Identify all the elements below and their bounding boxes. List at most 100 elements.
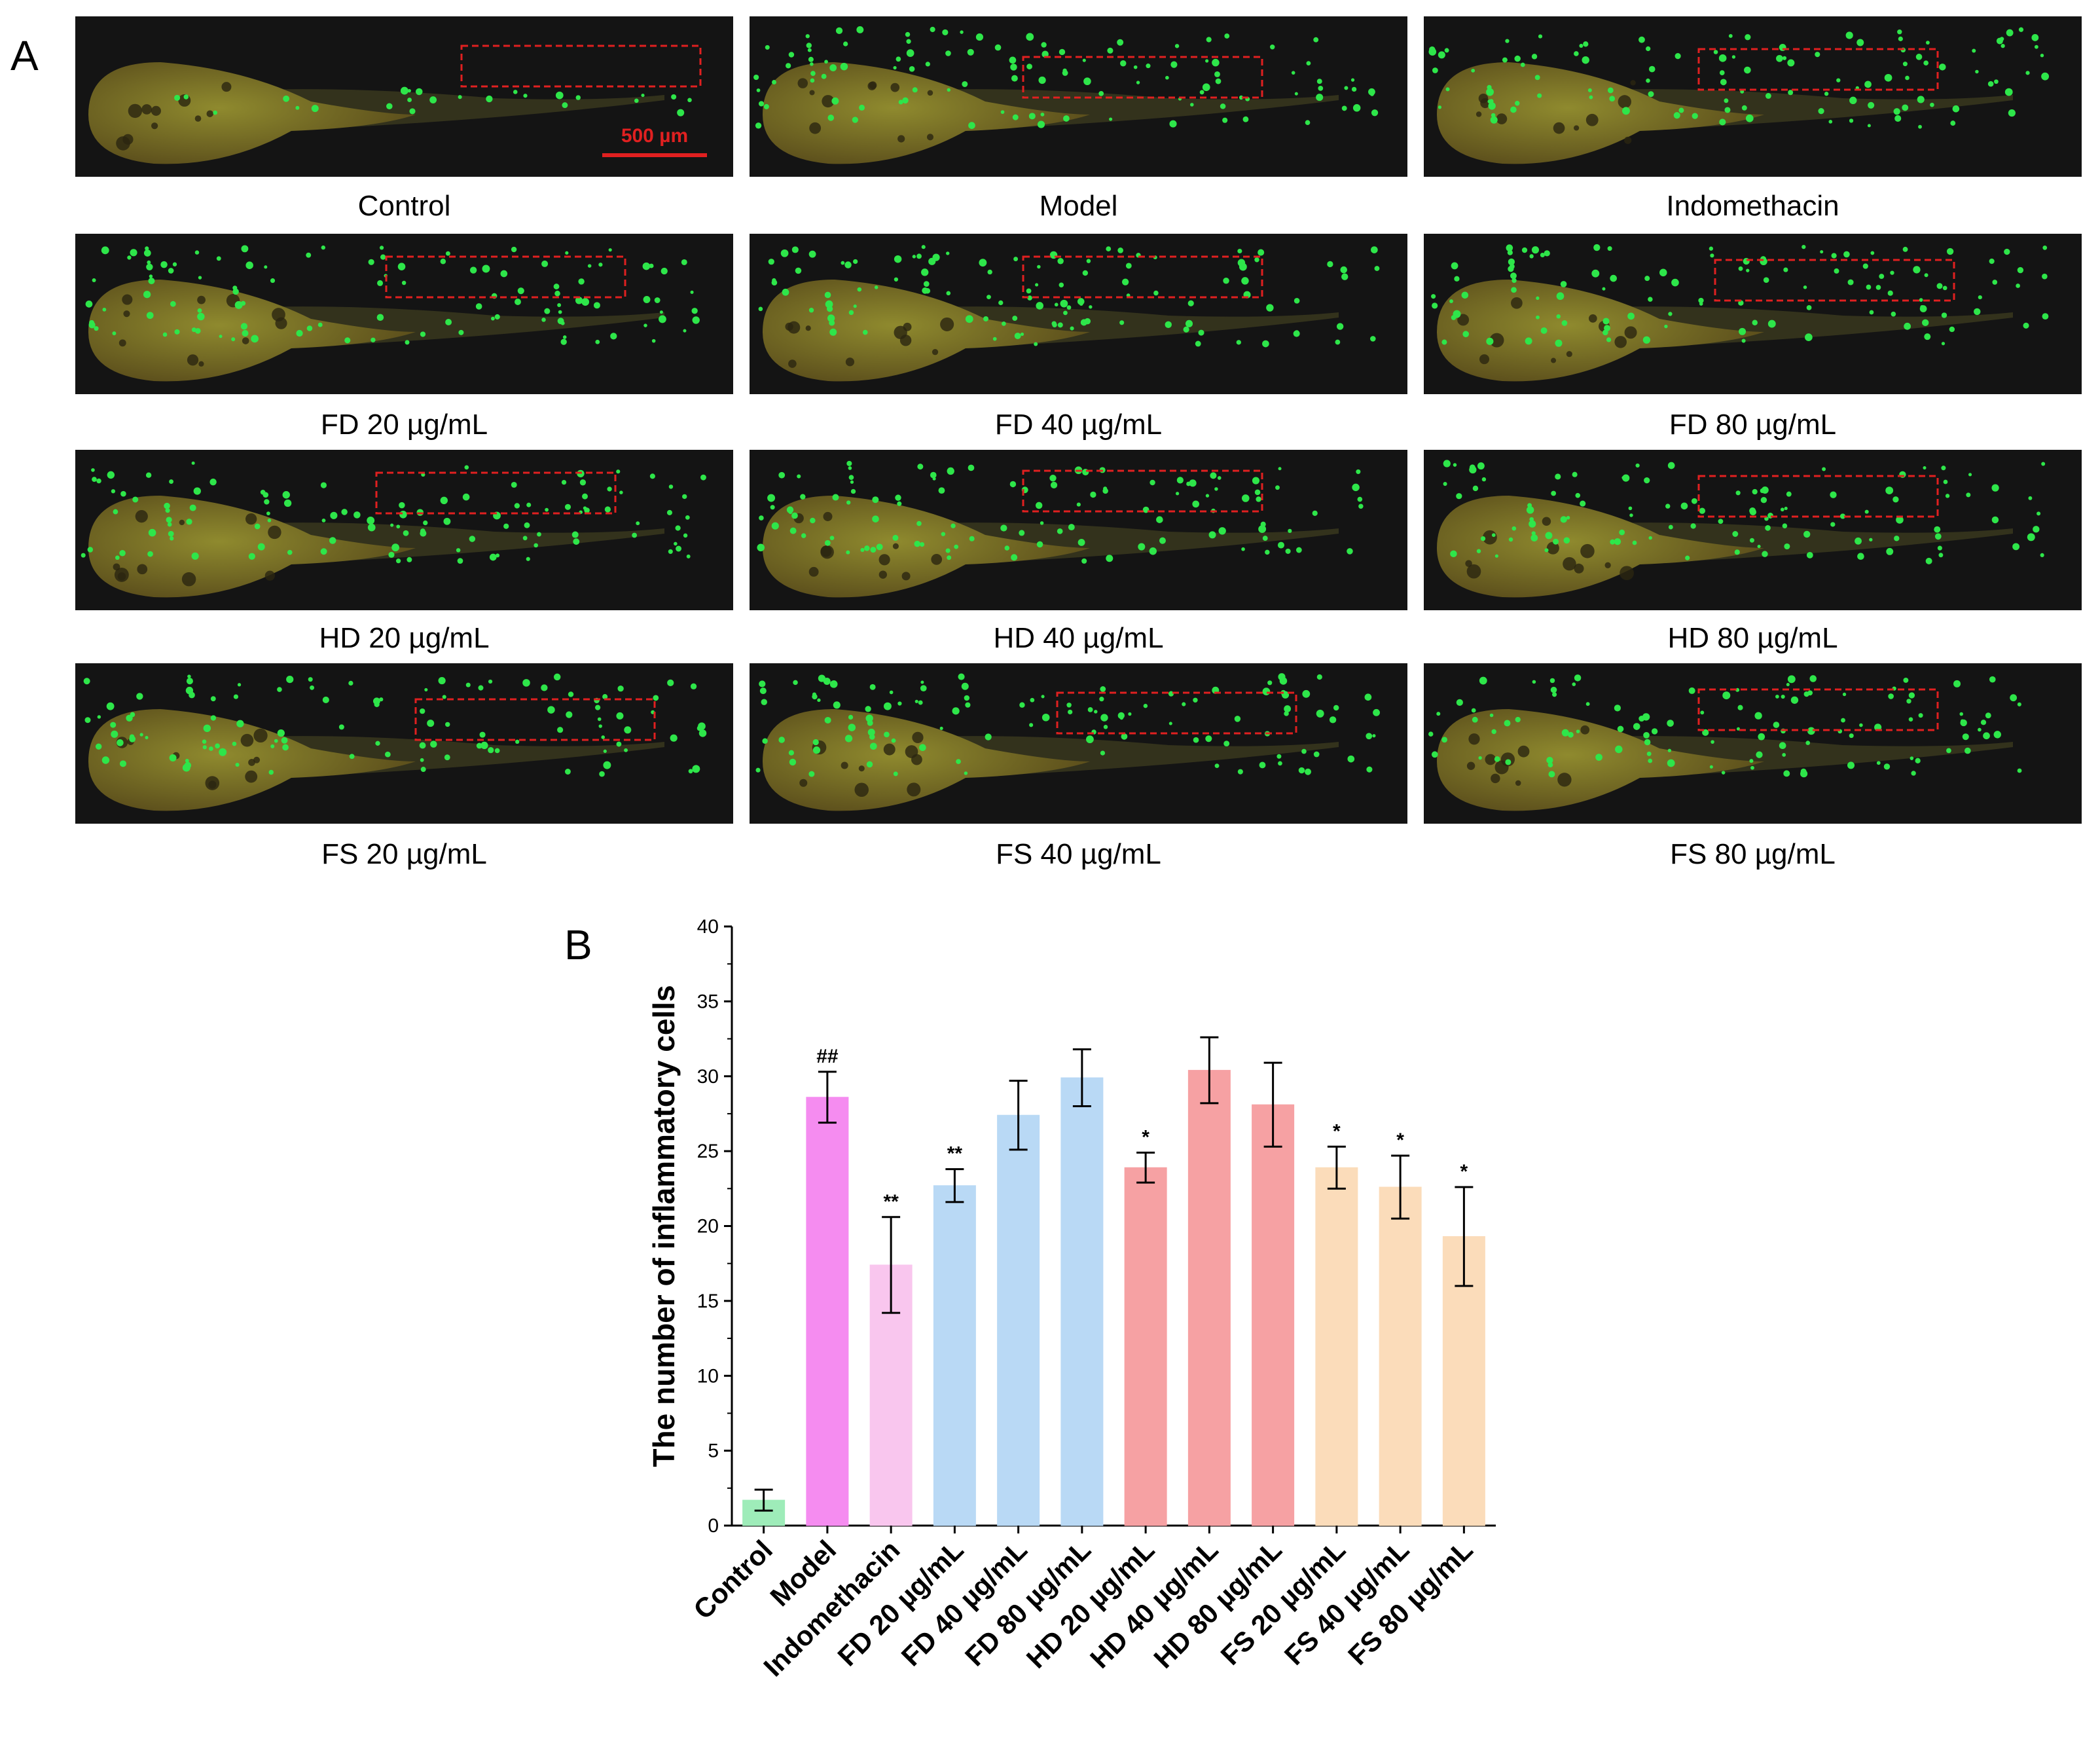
fluorescent-cell — [380, 254, 386, 260]
fluorescent-cell — [987, 295, 991, 300]
yolk-sac — [88, 280, 416, 382]
fluorescent-cell — [554, 290, 560, 297]
fluorescent-cell — [914, 540, 920, 547]
fluorescent-cell — [1920, 304, 1925, 309]
fluorescent-cell — [1765, 525, 1771, 531]
fluorescent-cell — [674, 541, 678, 546]
fluorescent-cell — [232, 741, 237, 746]
yolk-sac — [763, 280, 1090, 382]
fluorescent-cell — [209, 746, 213, 751]
pigment-spot — [1466, 761, 1475, 770]
fluorescent-cell — [1568, 731, 1574, 738]
fluorescent-cell — [1260, 521, 1266, 527]
fluorescent-cell — [2023, 322, 2029, 329]
fluorescent-cell — [106, 702, 115, 710]
fluorescent-cell — [1267, 680, 1273, 686]
pigment-spot — [822, 95, 835, 108]
fluorescent-cell — [930, 26, 935, 33]
fluorescent-cell — [1897, 29, 1902, 35]
fluorescent-cell — [1070, 326, 1074, 331]
fluorescent-cell — [479, 731, 486, 738]
fluorescent-cell — [132, 496, 139, 503]
zebrafish-image — [753, 26, 1379, 164]
fluorescent-cell — [1174, 44, 1180, 48]
fluorescent-cell — [1818, 108, 1824, 115]
fluorescent-cell — [1606, 337, 1612, 342]
fluorescent-cell — [2018, 27, 2024, 32]
fluorescent-cell — [1690, 523, 1696, 529]
fluorescent-cell — [367, 523, 376, 532]
micrograph-caption: Model — [1039, 190, 1118, 222]
fluorescent-cell — [1836, 78, 1841, 82]
fluorescent-cell — [1431, 294, 1436, 299]
fluorescent-cell — [283, 95, 290, 102]
fluorescent-cell — [445, 722, 450, 727]
fluorescent-cell — [1749, 507, 1756, 514]
fluorescent-cell — [1165, 75, 1169, 80]
fluorescent-cell — [1062, 70, 1068, 76]
fluorescent-cell — [1887, 290, 1893, 296]
fluorescent-cell — [1511, 287, 1517, 293]
fluorescent-cell — [676, 545, 682, 552]
fluorescent-cell — [786, 63, 791, 69]
fluorescent-cell — [1843, 251, 1850, 258]
fluorescent-cell — [1946, 748, 1951, 754]
fluorescent-cell — [767, 494, 776, 502]
fluorescent-cell — [1709, 246, 1714, 251]
fluorescent-cell — [119, 760, 127, 767]
fluorescent-cell — [1888, 693, 1894, 699]
fluorescent-cell — [892, 534, 899, 541]
fluorescent-cell — [992, 337, 997, 341]
fluorescent-cell — [1199, 90, 1204, 95]
pigment-spot — [1574, 563, 1584, 574]
fluorescent-cell — [1923, 466, 1927, 470]
fluorescent-cell — [282, 744, 289, 751]
fluorescent-cell — [1265, 549, 1270, 555]
fluorescent-cell — [194, 250, 200, 255]
fluorescent-cell — [236, 720, 244, 727]
micrograph-tile — [1424, 450, 2082, 610]
fluorescent-cell — [1050, 481, 1058, 489]
fluorescent-cell — [960, 30, 964, 34]
fluorescent-cell — [1934, 533, 1942, 540]
fluorescent-cell — [1456, 699, 1463, 706]
fluorescent-cell — [1019, 702, 1025, 708]
fluorescent-cell — [1087, 706, 1093, 712]
fluorescent-cell — [264, 499, 270, 505]
fluorescent-cell — [2017, 266, 2024, 274]
fluorescent-cell — [1685, 555, 1690, 560]
fluorescent-cell — [1344, 86, 1349, 90]
fluorescent-cell — [1205, 494, 1210, 498]
fluorescent-cell — [921, 268, 929, 276]
fluorescent-cell — [1719, 119, 1726, 126]
fluorescent-cell — [1614, 538, 1621, 545]
fluorescent-cell — [1876, 761, 1881, 765]
micrograph-tile — [75, 234, 733, 394]
fluorescent-cell — [166, 517, 172, 523]
fluorescent-cell — [1453, 463, 1457, 467]
fluorescent-cell — [1488, 102, 1496, 110]
fluorescent-cell — [371, 337, 376, 342]
fluorescent-cell — [189, 688, 193, 692]
fluorescent-cell — [1189, 479, 1197, 487]
fluorescent-cell — [296, 329, 303, 337]
fluorescent-cell — [763, 103, 769, 109]
fluorescent-cell — [1736, 727, 1741, 731]
bar — [933, 1185, 976, 1526]
y-axis-title: The number of inflammatory cells — [647, 985, 681, 1467]
fluorescent-cell — [967, 48, 974, 56]
fluorescent-cell — [1582, 56, 1589, 64]
pigment-spot — [135, 510, 148, 523]
fluorescent-cell — [1241, 277, 1249, 285]
fluorescent-cell — [147, 260, 151, 265]
fluorescent-cell — [1805, 333, 1813, 341]
fluorescent-cell — [257, 543, 265, 551]
pigment-spot — [264, 570, 275, 581]
fluorescent-cell — [1262, 536, 1268, 541]
fluorescent-cell — [277, 687, 282, 692]
fluorescent-cell — [1983, 732, 1990, 740]
fluorescent-cell — [1544, 250, 1550, 257]
fluorescent-cell — [1301, 748, 1307, 754]
fluorescent-cell — [1294, 298, 1300, 304]
pigment-spot — [240, 733, 254, 747]
